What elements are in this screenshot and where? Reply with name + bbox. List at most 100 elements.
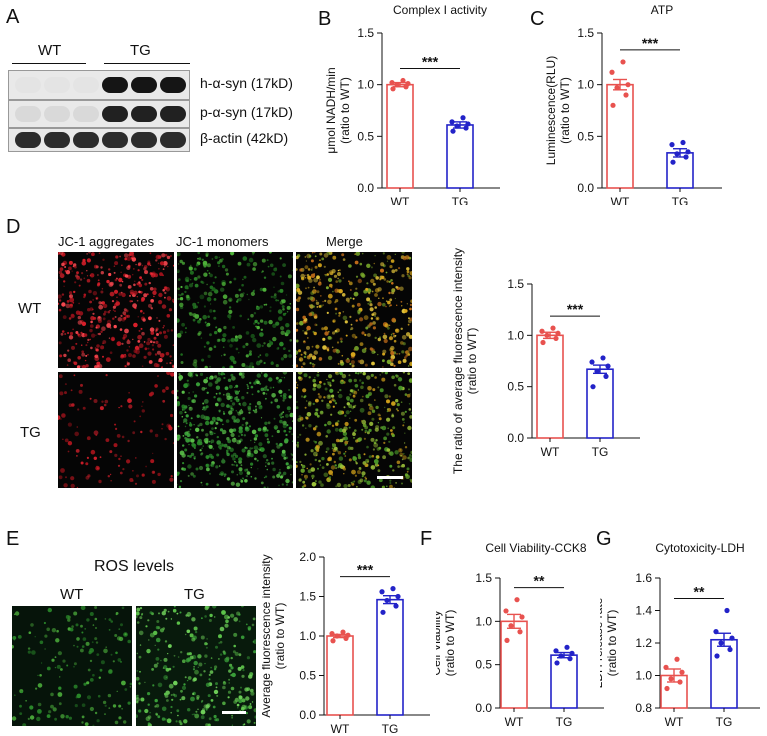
micrograph-tg-merge (296, 372, 412, 488)
data-point (713, 629, 719, 635)
micrograph-cells (296, 252, 412, 368)
blot-group-wt: WT (38, 42, 62, 59)
y-tick-label: 1.5 (507, 277, 524, 291)
significance-label: *** (422, 54, 439, 70)
bar-wt (500, 620, 528, 709)
data-point (394, 82, 400, 88)
data-point (590, 384, 596, 390)
x-tick-label: WT (541, 445, 560, 459)
data-point (680, 139, 686, 146)
significance-label: *** (567, 301, 584, 317)
bar-wt (386, 83, 414, 189)
x-tick-label: TG (452, 195, 469, 205)
y-axis-label: μmol NADH/min (324, 67, 338, 153)
y-tick-label: 0.0 (577, 181, 594, 195)
data-point (550, 325, 556, 331)
data-point (405, 81, 411, 87)
data-point (395, 593, 401, 600)
y-tick-label: 0.8 (635, 701, 652, 715)
y-tick-label: 0.0 (507, 431, 524, 445)
y-axis-label: (ratio to WT) (605, 610, 619, 677)
blot-label: p-α-syn (17kD) (200, 104, 293, 120)
chart-title: Cytotoxicity-LDH (655, 541, 744, 555)
data-point (517, 629, 523, 635)
blot-row-2 (8, 128, 190, 152)
data-point (668, 676, 674, 682)
blot-band (44, 132, 70, 148)
micrograph-tg-monomers (177, 372, 293, 488)
data-point (569, 650, 575, 656)
y-tick-label: 0.5 (577, 129, 594, 143)
data-point (605, 363, 611, 369)
data-point (454, 123, 460, 129)
data-point (390, 586, 396, 592)
micrograph-ros-wt (12, 606, 132, 726)
data-point (553, 648, 559, 654)
data-point (519, 614, 525, 620)
panel-letter-b: B (318, 8, 332, 30)
y-tick-label: 0.0 (475, 701, 492, 715)
data-point (450, 128, 456, 134)
micrograph-cells (12, 606, 132, 726)
chart-atp: ATP 0.0 0.5 1.0 1.5 Luminescence(RLU) (ratio t… (544, 3, 722, 205)
data-point (390, 86, 396, 92)
data-point (379, 589, 385, 595)
blot-band (160, 106, 186, 122)
x-tick-label: WT (391, 195, 410, 205)
y-tick-label: 1.5 (299, 590, 316, 604)
d-col-label-aggregates: JC-1 aggregates (58, 234, 155, 249)
data-point (677, 679, 683, 685)
data-point (663, 664, 669, 670)
x-tick-label: WT (331, 722, 350, 733)
e-title: ROS levels (94, 558, 175, 575)
data-point (679, 669, 685, 675)
blot-band (73, 106, 99, 122)
data-point (508, 623, 514, 629)
chart-complex-i-activity: Complex I activity 0.0 0.5 1.0 1.5 μmol NADH/… (324, 3, 500, 205)
data-point (539, 328, 545, 334)
blot-band (131, 132, 157, 148)
y-axis-label: Average fluorescence intensity (262, 554, 273, 717)
chart-cell-viability: Cell Viability-CCK8 0.0 0.5 1.0 1.5 Cell Viab… (436, 541, 604, 729)
y-tick-label: 1.5 (357, 26, 374, 40)
data-point (393, 603, 399, 609)
data-point (674, 656, 680, 662)
y-tick-label: 1.2 (635, 636, 652, 650)
blot-band (44, 106, 70, 122)
data-point (718, 640, 724, 646)
micrograph-cells (177, 252, 293, 368)
blot-band (102, 132, 128, 148)
d-col-label-merge: Merge (326, 234, 363, 249)
bar-tg (376, 598, 404, 716)
significance-label: *** (357, 562, 374, 578)
data-point (504, 637, 510, 643)
blot-band (102, 106, 128, 122)
panel-letter-e: E (6, 528, 20, 550)
panel-letter-d: D (6, 216, 21, 238)
chart-title: Complex I activity (393, 3, 487, 17)
blot-band (15, 132, 41, 148)
bar-tg (666, 152, 694, 189)
bar-tg (586, 368, 614, 439)
y-tick-label: 0.5 (507, 380, 524, 394)
data-point (334, 633, 340, 639)
micrograph-cells (136, 606, 256, 726)
y-tick-label: 1.5 (475, 571, 492, 585)
data-point (555, 330, 561, 336)
data-point (625, 82, 631, 88)
d-col-label-monomers: JC-1 monomers (176, 234, 269, 249)
data-point (603, 373, 609, 379)
blot-label: β-actin (42kD) (200, 130, 289, 146)
bar-tg (710, 638, 738, 709)
y-axis-label: The ratio of average fluorescence intens… (451, 248, 465, 474)
micrograph-tg-aggregates (58, 372, 174, 488)
data-point (380, 609, 386, 615)
wt-group-line (12, 63, 86, 64)
y-tick-label: 1.6 (635, 571, 652, 585)
data-point (609, 69, 615, 75)
panel-letter-a: A (6, 6, 20, 28)
data-point (460, 115, 466, 121)
blot-band (160, 132, 186, 148)
y-axis-label: Cell Viability (436, 610, 443, 675)
data-point (389, 80, 395, 86)
